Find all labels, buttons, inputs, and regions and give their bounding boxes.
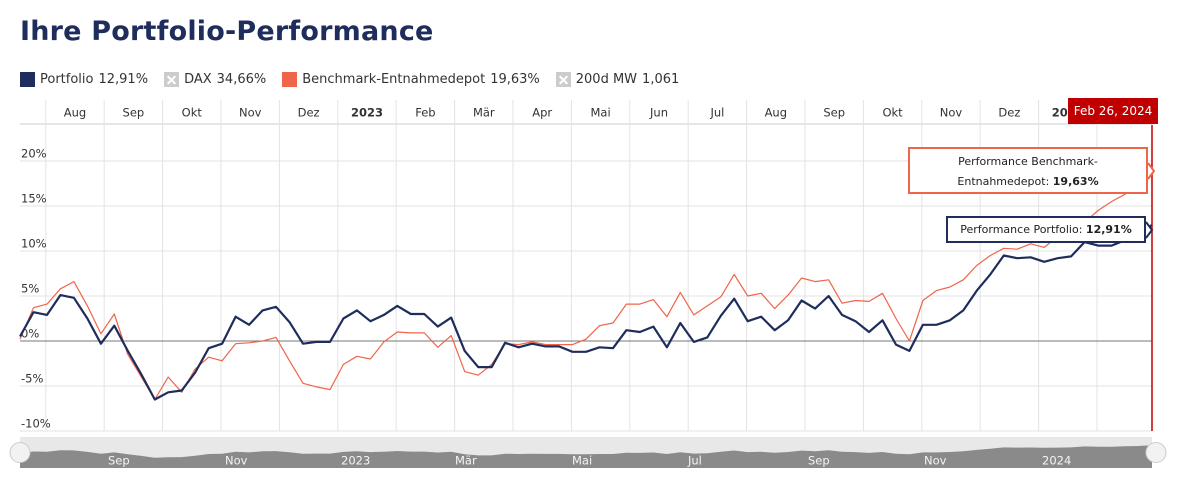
x-tick-label: Dez <box>298 106 320 120</box>
tooltip-portfolio: Performance Portfolio: 12,91% <box>946 216 1146 243</box>
navigator-label: Nov <box>225 454 248 468</box>
navigator-handle[interactable] <box>1145 442 1167 463</box>
legend-item[interactable]: DAX 34,66% <box>164 72 266 87</box>
x-tick-label: Jun <box>649 106 668 120</box>
y-tick-label: 10% <box>21 237 47 251</box>
legend-value: 12,91% <box>98 72 149 87</box>
tooltip-benchmark: Performance Benchmark-Entnahmedepot: 19,… <box>908 147 1148 194</box>
y-tick-label: 20% <box>21 147 47 161</box>
legend-item[interactable]: 200d MW 1,061 <box>555 72 680 87</box>
x-tick-label: Mai <box>591 106 611 120</box>
tooltip-arrow <box>1145 221 1154 239</box>
navigator-label: Mär <box>455 454 477 468</box>
x-tick-label: Okt <box>182 106 203 120</box>
x-tick-label: Dez <box>998 106 1020 120</box>
series-line <box>19 163 1153 401</box>
x-tick-label: Nov <box>940 106 963 120</box>
y-tick-label: -5% <box>21 372 43 386</box>
tooltip-value: 12,91% <box>1085 223 1132 236</box>
x-tick-label: Nov <box>239 106 262 120</box>
x-tick-label: Mär <box>473 106 495 120</box>
legend-item[interactable]: Benchmark-Entnahmedepot 19,63% <box>282 72 540 87</box>
x-tick-label: Okt <box>882 106 903 120</box>
y-tick-label: 0% <box>21 327 39 341</box>
x-tick-label: Feb <box>415 106 435 120</box>
x-tick-label: Aug <box>765 106 787 120</box>
y-tick-label: 5% <box>21 282 39 296</box>
tooltip-date: Feb 26, 2024 <box>1068 98 1158 124</box>
x-tick-label: Jul <box>709 106 724 120</box>
navigator-label: 2024 <box>1042 454 1071 468</box>
y-tick-label: 15% <box>21 192 47 206</box>
navigator-area <box>20 445 1152 468</box>
navigator-handle[interactable] <box>9 442 31 463</box>
legend-value: 1,061 <box>642 72 680 87</box>
legend-item[interactable]: Portfolio 12,91% <box>20 72 148 87</box>
chart-title: Ihre Portfolio-Performance <box>20 16 434 47</box>
x-tick-label: Aug <box>64 106 86 120</box>
legend-name: Portfolio <box>40 72 94 87</box>
legend-name: Benchmark-Entnahmedepot <box>302 72 486 87</box>
navigator-label: Jul <box>687 454 702 468</box>
navigator-label: 2023 <box>341 454 370 468</box>
tooltip-arrow <box>1147 162 1156 180</box>
legend-name: DAX <box>184 72 212 87</box>
legend-swatch <box>555 72 571 87</box>
legend-swatch <box>20 72 35 87</box>
legend-swatch <box>282 72 298 87</box>
x-tick-label: Sep <box>823 106 845 120</box>
tooltip-label: Performance Portfolio: <box>960 223 1083 236</box>
navigator-label: Sep <box>808 454 830 468</box>
x-tick-label: 2023 <box>351 106 383 120</box>
legend-name: 200d MW <box>575 72 638 87</box>
tooltip-label: Performance Benchmark-Entnahmedepot: <box>957 155 1098 188</box>
navigator-label: Mai <box>572 454 592 468</box>
y-tick-label: -10% <box>21 417 51 431</box>
legend-value: 34,66% <box>216 72 267 87</box>
legend-swatch <box>164 72 180 87</box>
navigator-label: Sep <box>108 454 130 468</box>
legend-value: 19,63% <box>490 72 540 87</box>
x-tick-label: Apr <box>532 106 552 120</box>
x-tick-label: Sep <box>123 106 145 120</box>
legend: Portfolio 12,91% DAX 34,66% Benchmark-Entnah… <box>20 72 679 87</box>
navigator-label: Nov <box>924 454 947 468</box>
tooltip-value: 19,63% <box>1052 175 1099 188</box>
series-line <box>19 223 1153 401</box>
